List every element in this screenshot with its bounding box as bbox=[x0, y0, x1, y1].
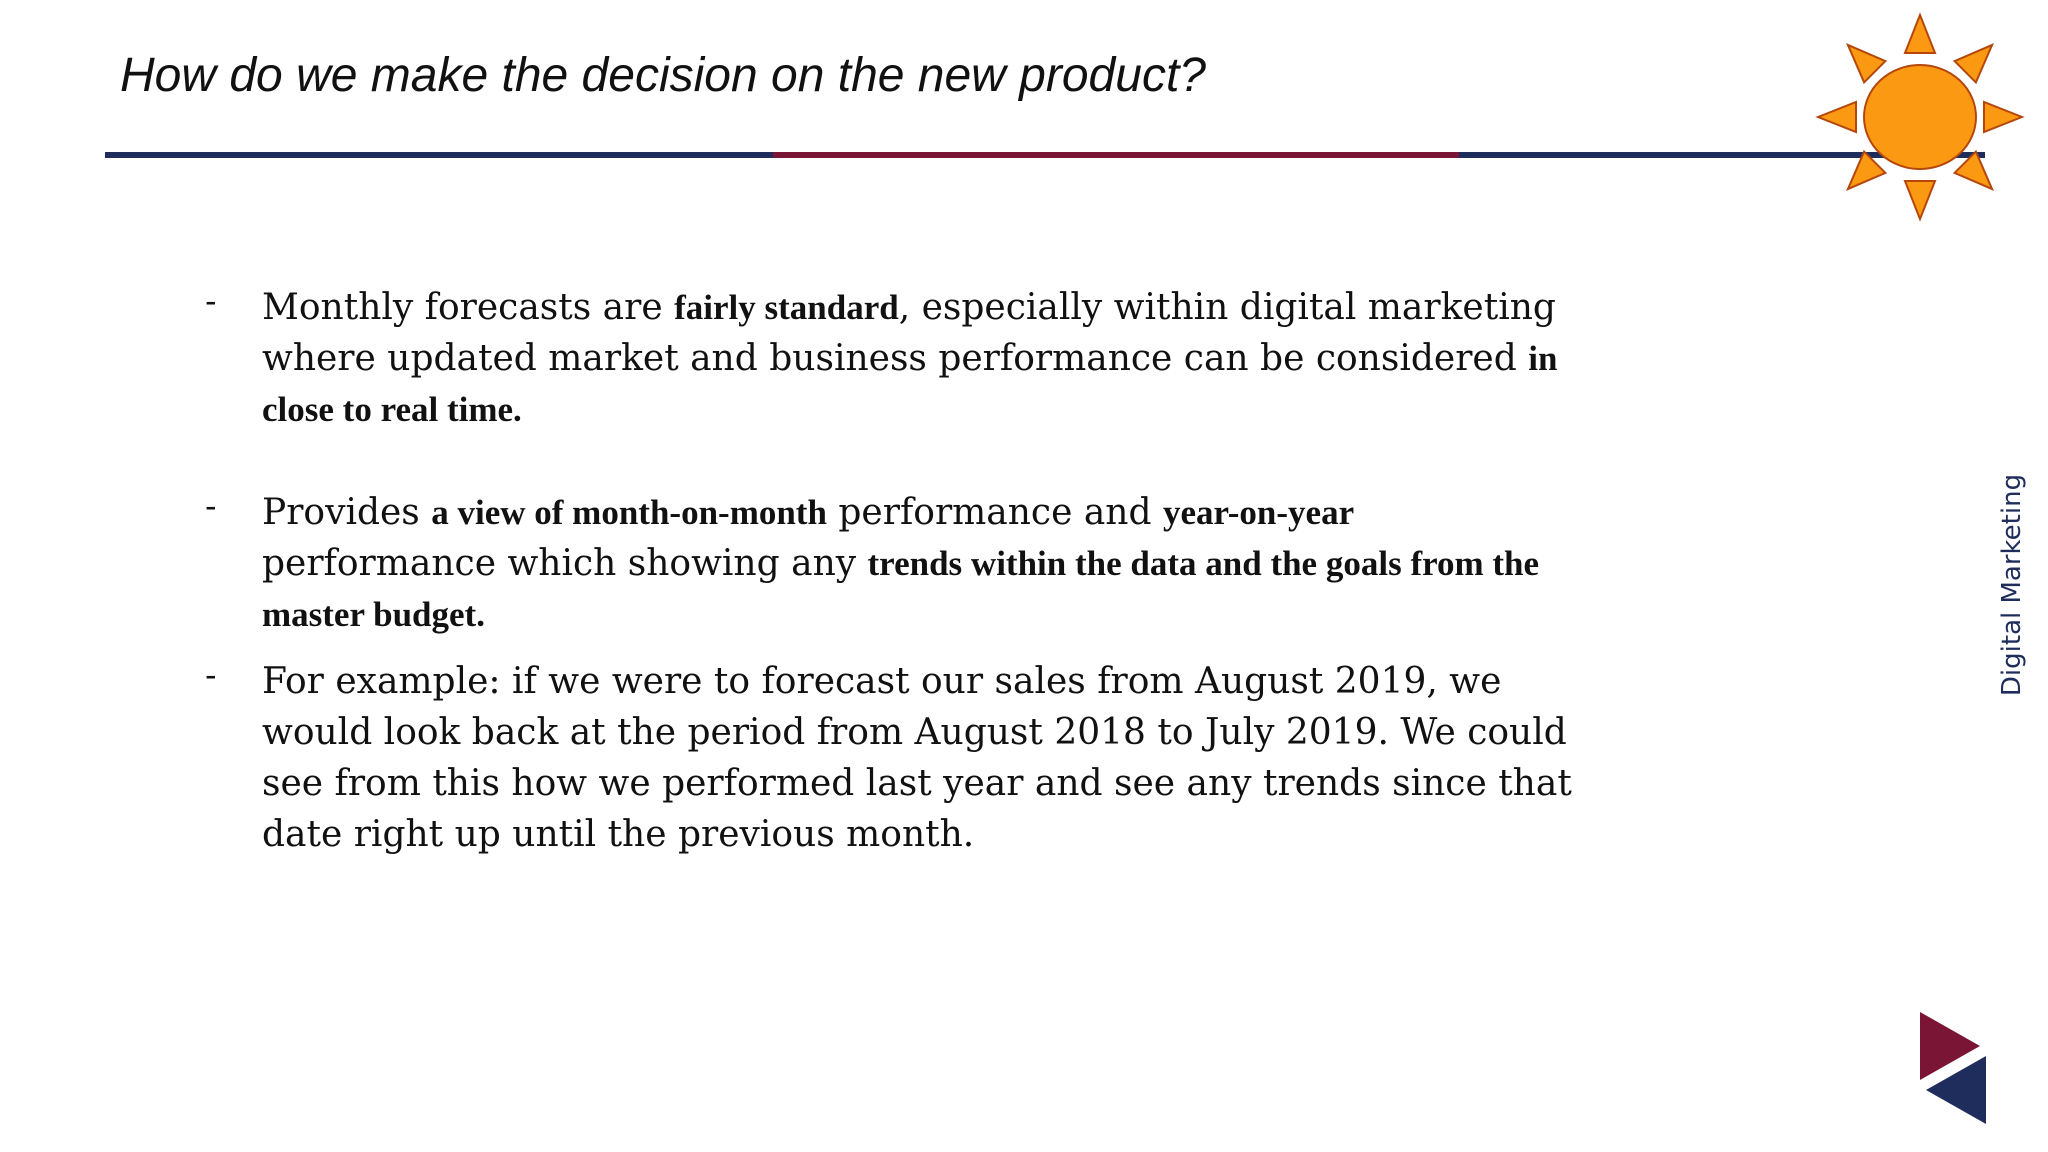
bullet-segment: Monthly forecasts are bbox=[262, 287, 675, 328]
bullet-segment-bold: trends within the data and the goals fro… bbox=[262, 544, 1540, 634]
side-label-digital-marketing: Digital Marketing bbox=[1997, 473, 2027, 697]
bullet-item: - Monthly forecasts are fairly standard,… bbox=[205, 282, 1585, 435]
bullet-text: Provides a view of month-on-month perfor… bbox=[262, 492, 1539, 635]
sun-ray bbox=[1903, 180, 1937, 222]
sun-ray bbox=[1903, 12, 1937, 54]
sun-ray bbox=[1983, 100, 2025, 134]
bullet-item: - Provides a view of month-on-month perf… bbox=[205, 487, 1585, 640]
bullet-segment-bold: year-on-year bbox=[1162, 493, 1355, 532]
bullet-segment: Provides bbox=[262, 492, 432, 533]
sun-ray bbox=[1845, 149, 1888, 192]
bullet-dash: - bbox=[205, 656, 217, 694]
sun-icon bbox=[1815, 12, 2025, 222]
bullet-dash: - bbox=[205, 487, 217, 525]
bullet-segment: performance which showing any bbox=[262, 543, 868, 584]
bullet-dash: - bbox=[205, 282, 217, 320]
sun-ray bbox=[1952, 149, 1995, 192]
bullet-item: - For example: if we were to forecast ou… bbox=[205, 656, 1585, 860]
bullet-segment-bold: a view of month-on-month bbox=[431, 493, 827, 532]
play-triangles-logo bbox=[1920, 1012, 1986, 1124]
bullet-segment: For example: if we were to forecast our … bbox=[262, 661, 1572, 855]
bullet-segment: performance and bbox=[826, 492, 1163, 533]
divider-segment-maroon bbox=[773, 152, 1459, 158]
sun-ray bbox=[1815, 100, 1857, 134]
sun-ray bbox=[1952, 42, 1995, 85]
bullet-segment-bold: fairly standard bbox=[674, 288, 899, 327]
divider-segment-navy-left bbox=[105, 152, 773, 158]
logo-triangle-navy bbox=[1926, 1056, 1986, 1124]
logo-triangle-maroon bbox=[1920, 1012, 1980, 1080]
sun-ray bbox=[1845, 42, 1888, 85]
bullet-text: Monthly forecasts are fairly standard, e… bbox=[262, 287, 1557, 430]
slide-title: How do we make the decision on the new p… bbox=[120, 49, 1206, 102]
sun-disc bbox=[1863, 64, 1977, 170]
sun-rays bbox=[1815, 12, 2025, 222]
bullet-segment: , especially within digital marketing wh… bbox=[262, 287, 1556, 379]
title-divider bbox=[105, 152, 1985, 158]
divider-segment-navy-right bbox=[1459, 152, 1985, 158]
bullet-segment-bold: in close to real time. bbox=[262, 339, 1558, 429]
bullet-text: For example: if we were to forecast our … bbox=[262, 661, 1572, 855]
bullet-list: - Monthly forecasts are fairly standard,… bbox=[205, 282, 1585, 860]
